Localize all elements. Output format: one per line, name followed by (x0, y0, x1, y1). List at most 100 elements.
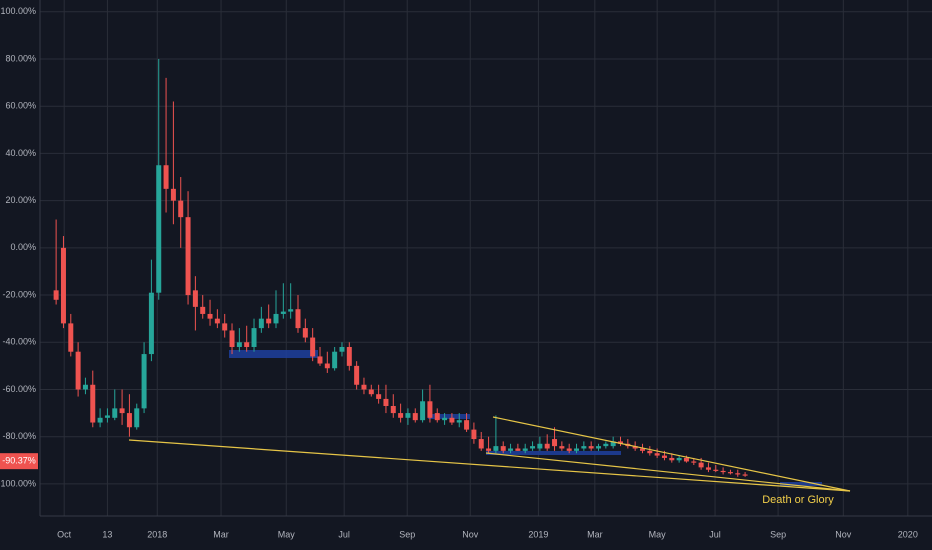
candle-body (119, 408, 125, 414)
candle-body (727, 472, 733, 474)
y-tick-label: 60.00% (5, 101, 36, 111)
y-tick-label: -60.00% (2, 384, 36, 394)
candle-body (339, 346, 345, 352)
candle-body (141, 354, 147, 409)
candle-body (456, 420, 462, 423)
candle-body (148, 292, 154, 355)
candle-body (163, 165, 169, 189)
x-tick-label: Oct (57, 529, 72, 539)
candle-body (654, 453, 660, 456)
candle-body (427, 401, 433, 418)
candle-body (442, 417, 448, 421)
candle-body (273, 313, 279, 324)
x-tick-label: 13 (102, 529, 112, 539)
candle-body (97, 417, 103, 423)
candle-body (588, 446, 594, 449)
candle-body (361, 384, 367, 390)
candle-body (420, 401, 426, 421)
last-price-label: -90.37% (2, 456, 36, 466)
candle-body (617, 441, 623, 444)
trend-lines (128, 416, 851, 492)
candle-body (581, 446, 587, 449)
candle-body (639, 448, 645, 451)
y-tick-label: 80.00% (5, 53, 36, 63)
candle-body (82, 384, 88, 390)
candle-body (222, 323, 228, 331)
candle-body (669, 457, 675, 461)
candle-body (302, 328, 308, 338)
candle-body (508, 448, 514, 451)
candle-body (354, 365, 360, 385)
candle-body (376, 394, 382, 399)
candle-body (368, 389, 374, 395)
candle-body (486, 448, 492, 451)
candle-body (610, 441, 616, 447)
candle-body (471, 429, 477, 440)
candle-body (236, 342, 242, 347)
x-tick-label: Jul (338, 529, 350, 539)
candle-body (522, 448, 528, 451)
candle-body (478, 439, 484, 449)
candle-body (530, 446, 536, 449)
candle-body (126, 413, 132, 428)
candle-body (464, 420, 470, 430)
candle-body (244, 342, 250, 347)
x-tick-label: 2018 (147, 529, 167, 539)
candle-body (60, 247, 66, 324)
candle-body (112, 408, 118, 418)
y-tick-label: 100.00% (0, 6, 36, 16)
candle-body (324, 363, 330, 369)
y-tick-label: 0.00% (10, 242, 36, 252)
candle-body (398, 413, 404, 418)
candle-body (713, 469, 719, 471)
trend-line (492, 416, 851, 492)
drawings (229, 350, 822, 486)
y-tick-label: -80.00% (2, 431, 36, 441)
x-tick-label: Jul (709, 529, 721, 539)
candle-body (552, 439, 558, 447)
candle-body (90, 384, 96, 423)
candle-body (75, 351, 81, 390)
last-price-box (0, 453, 38, 470)
candle-body (317, 356, 323, 364)
zone (780, 482, 822, 486)
trend-line (485, 452, 851, 492)
y-tick-label: 20.00% (5, 195, 36, 205)
x-tick-label: Mar (587, 529, 603, 539)
candle-body (596, 446, 602, 449)
candle-body (544, 443, 550, 449)
x-tick-label: Sep (770, 529, 786, 539)
candle-body (104, 415, 110, 418)
candle-body (200, 306, 206, 314)
candle-body (676, 457, 682, 461)
candle-body (412, 413, 418, 421)
candle-body (280, 311, 286, 314)
candle-body (735, 473, 741, 475)
candle-body (515, 448, 521, 451)
x-tick-label: Mar (213, 529, 229, 539)
x-tick-label: May (278, 529, 296, 539)
y-tick-label: 40.00% (5, 148, 36, 158)
candle-body (251, 328, 257, 347)
candle-body (134, 408, 140, 428)
zone (428, 414, 470, 419)
candle-body (295, 309, 301, 329)
candle-body (691, 461, 697, 463)
y-tick-label: -40.00% (2, 337, 36, 347)
candle-body (207, 313, 213, 319)
candle-body (178, 200, 184, 218)
candles (53, 59, 748, 477)
annotation: Death or Glory (762, 494, 834, 506)
candle-body (449, 417, 455, 423)
y-tick-label: -20.00% (2, 289, 36, 299)
candle-body (266, 318, 272, 324)
candle-body (493, 446, 499, 451)
candle-body (647, 450, 653, 454)
candle-body (310, 337, 316, 357)
candle-body (332, 351, 338, 369)
candle-body (390, 406, 396, 414)
candle-body (720, 470, 726, 473)
